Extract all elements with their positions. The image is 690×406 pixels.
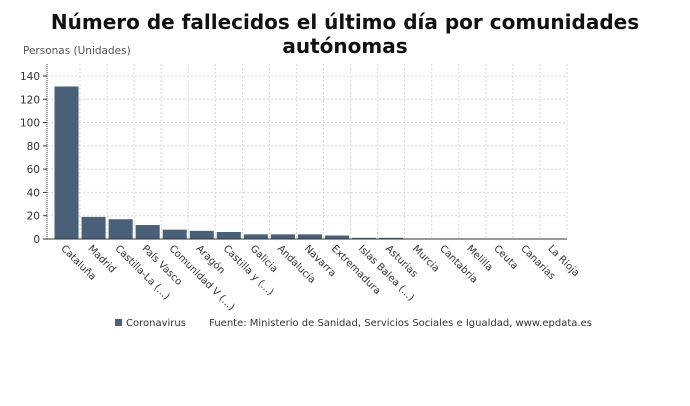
y-tick-label: 20 <box>27 211 40 223</box>
bar <box>135 225 160 239</box>
y-tick-label: 100 <box>20 118 40 130</box>
source-note: Fuente: Ministerio de Sanidad, Servicios… <box>209 318 592 329</box>
bar <box>81 216 106 239</box>
legend-swatch <box>115 319 122 326</box>
y-axis-label: Personas (Unidades) <box>23 45 131 57</box>
bar <box>108 219 133 239</box>
legend-label: Coronavirus <box>126 318 186 329</box>
bar <box>162 229 187 239</box>
y-tick-label: 60 <box>27 164 40 176</box>
bar <box>54 86 79 239</box>
x-tick-label: Castilla y (...) <box>221 243 276 298</box>
y-tick-label: 80 <box>27 141 40 153</box>
legend: Coronavirus Fuente: Ministerio de Sanida… <box>115 318 592 329</box>
bar <box>379 237 404 239</box>
bar <box>216 232 241 239</box>
y-tick-label: 0 <box>33 234 40 246</box>
bar <box>325 235 350 239</box>
y-tick-label: 40 <box>27 187 40 199</box>
bar <box>297 234 323 239</box>
bar <box>243 234 268 239</box>
bar <box>189 230 214 239</box>
y-tick-label: 140 <box>20 71 40 83</box>
bar <box>270 234 295 239</box>
x-tick-label: Ceuta <box>491 243 520 272</box>
bar <box>352 237 377 239</box>
y-tick-label: 120 <box>20 94 40 106</box>
chart-title: Número de fallecidos el último día por c… <box>50 10 640 58</box>
